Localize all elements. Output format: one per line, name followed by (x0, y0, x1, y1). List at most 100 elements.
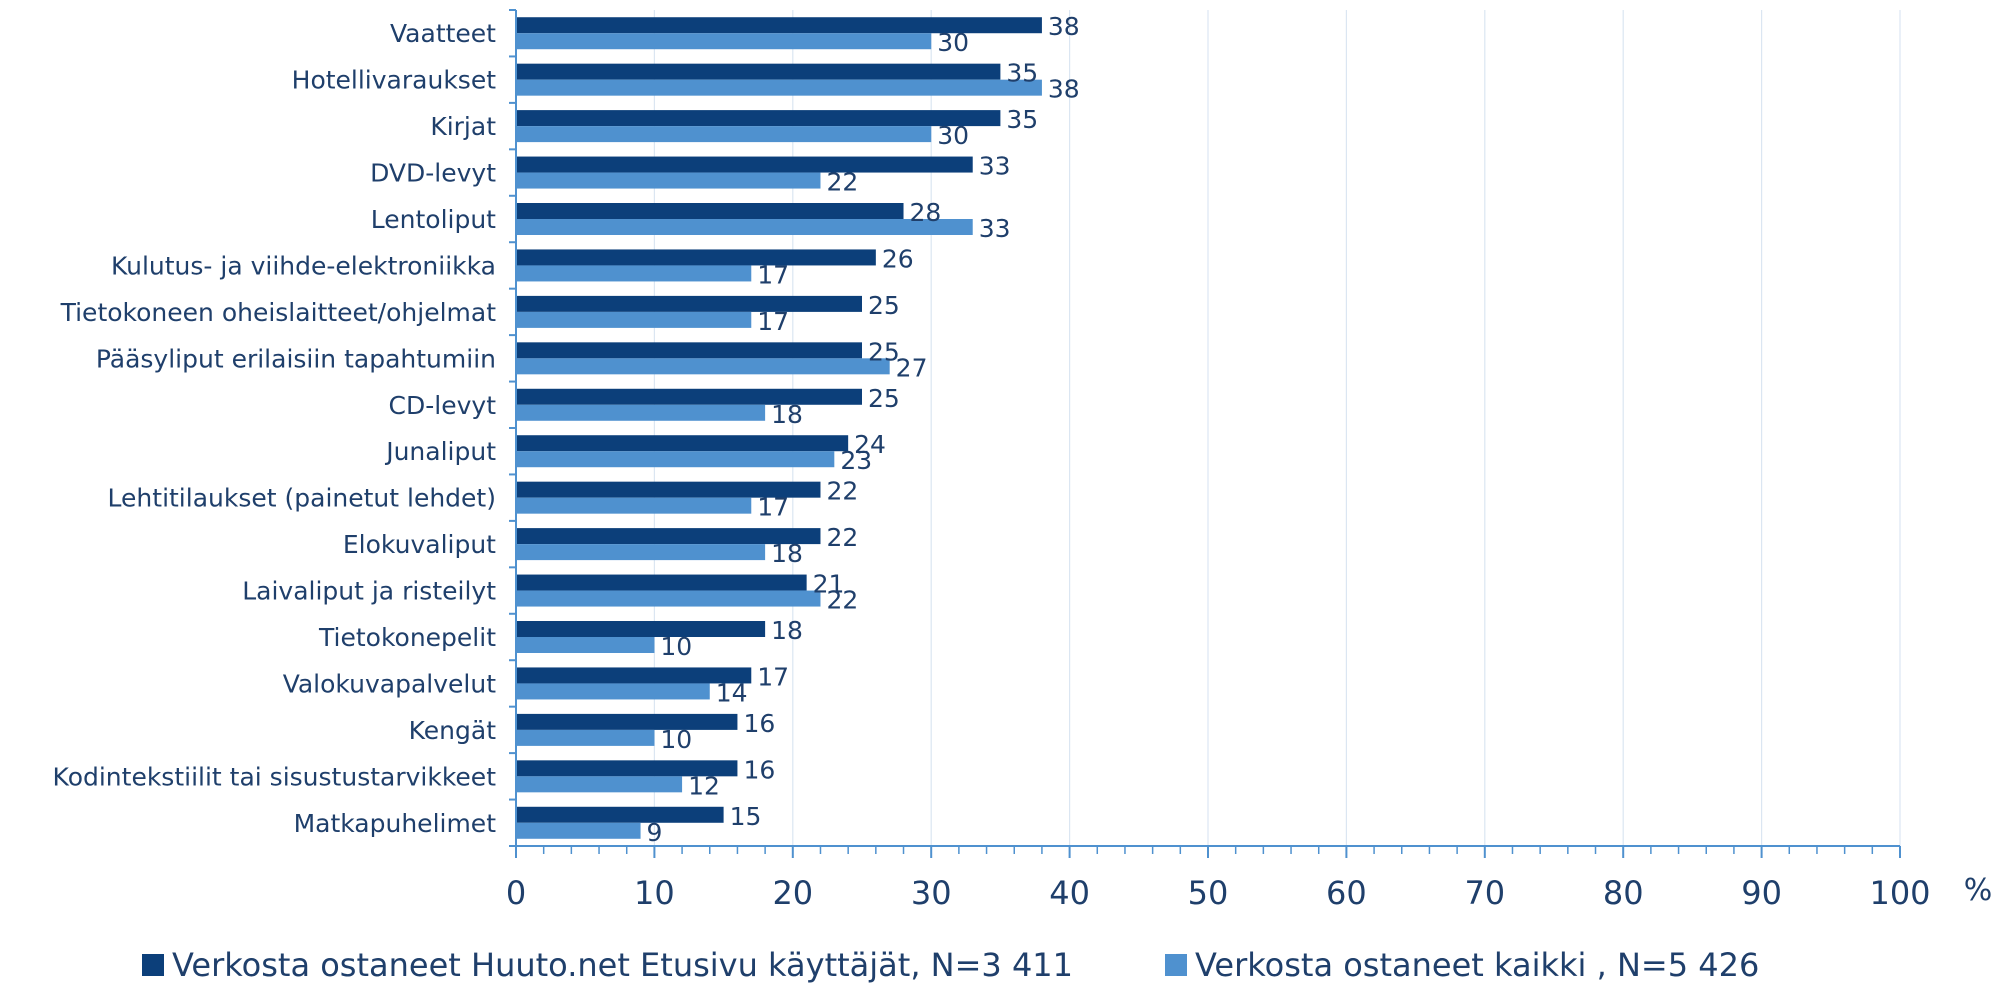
data-label-kaikki: 22 (826, 168, 858, 197)
bar-kaikki (516, 822, 641, 839)
data-label-kaikki: 17 (757, 260, 789, 289)
legend-label-kaikki: Verkosta ostaneet kaikki , N=5 426 (1195, 946, 1759, 984)
gridlines (653, 10, 1901, 846)
category-label: CD-levyt (389, 391, 497, 420)
bar-huuto (516, 435, 849, 452)
x-axis-unit-label: % (1964, 873, 1993, 908)
data-label-kaikki: 18 (771, 539, 803, 568)
category-label: Pääsyliput erilaisiin tapahtumiin (96, 344, 496, 373)
category-label: Junaliput (384, 437, 496, 466)
data-label-kaikki: 30 (937, 121, 969, 150)
data-label-kaikki: 33 (979, 214, 1011, 243)
data-label-huuto: 16 (743, 709, 775, 738)
x-tick-label-10: 10 (634, 874, 675, 912)
data-label-kaikki: 27 (896, 353, 928, 382)
data-label-huuto: 35 (1006, 59, 1038, 88)
x-tick-label-40: 40 (1049, 874, 1090, 912)
data-label-huuto: 26 (882, 244, 914, 273)
x-tick-label-60: 60 (1326, 874, 1367, 912)
bar-huuto (516, 574, 807, 591)
bar-huuto (516, 713, 738, 730)
x-tick-label-100: 100 (1869, 874, 1930, 912)
data-label-kaikki: 10 (660, 725, 692, 754)
bar-kaikki (516, 683, 710, 700)
data-label-huuto: 16 (743, 755, 775, 784)
data-label-huuto: 25 (868, 337, 900, 366)
bar-kaikki (516, 497, 752, 514)
data-label-kaikki: 18 (771, 400, 803, 429)
category-label: Lentoliput (371, 205, 496, 234)
bar-kaikki (516, 265, 752, 282)
bar-kaikki (516, 219, 973, 235)
data-label-huuto: 24 (854, 430, 886, 459)
legend-swatch-huuto (142, 954, 164, 976)
data-label-kaikki: 23 (840, 446, 872, 475)
data-label-huuto: 35 (1006, 105, 1038, 134)
data-label-kaikki: 12 (688, 771, 720, 800)
x-tick-labels: 0 10 20 30 40 50 60 70 80 90 100 (506, 874, 1931, 912)
data-label-huuto: 38 (1048, 12, 1080, 41)
category-label: Lehtitilaukset (painetut lehdet) (108, 484, 496, 513)
bar-kaikki (516, 637, 655, 653)
data-label-kaikki: 17 (757, 307, 789, 336)
category-label: Elokuvaliput (343, 530, 496, 559)
data-label-huuto: 22 (826, 477, 858, 506)
category-label: DVD-levyt (370, 159, 496, 188)
data-label-huuto: 18 (771, 616, 803, 645)
bars (516, 17, 1042, 839)
bar-huuto (516, 388, 862, 405)
bar-huuto (516, 203, 904, 219)
data-label-kaikki: 30 (937, 28, 969, 57)
bar-huuto (516, 481, 821, 498)
data-label-huuto: 17 (757, 662, 789, 691)
x-tick-label-0: 0 (506, 874, 526, 912)
data-label-huuto: 25 (868, 291, 900, 320)
bar-huuto (516, 528, 821, 545)
category-label: Hotellivaraukset (292, 66, 497, 95)
category-label: Kirjat (430, 112, 496, 141)
bar-huuto (516, 760, 738, 777)
bar-kaikki (516, 126, 932, 143)
x-tick-label-80: 80 (1603, 874, 1644, 912)
axes (509, 9, 1901, 858)
bar-huuto (516, 156, 973, 173)
bar-kaikki (516, 544, 766, 561)
legend: Verkosta ostaneet Huuto.net Etusivu käyt… (142, 946, 1759, 984)
data-labels: 3830353835303322283326172517252725182423… (647, 12, 1080, 847)
category-label: Matkapuhelimet (294, 809, 497, 838)
bar-huuto (516, 110, 1001, 127)
bar-kaikki (516, 358, 890, 375)
x-tick-label-50: 50 (1188, 874, 1229, 912)
category-label: Kodintekstiilit tai sisustustarvikkeet (53, 762, 497, 791)
bar-kaikki (516, 172, 821, 189)
category-label: Vaatteet (390, 19, 496, 48)
legend-swatch-kaikki (1165, 954, 1187, 976)
bar-kaikki (516, 311, 752, 328)
data-label-huuto: 25 (868, 384, 900, 413)
data-label-kaikki: 9 (647, 818, 663, 847)
data-label-kaikki: 17 (757, 493, 789, 522)
bar-kaikki (516, 79, 1042, 96)
bar-kaikki (516, 404, 766, 421)
bar-huuto (516, 806, 724, 823)
data-label-kaikki: 10 (660, 632, 692, 661)
data-label-huuto: 15 (730, 802, 762, 831)
bar-huuto (516, 667, 752, 684)
data-label-huuto: 22 (826, 523, 858, 552)
bar-huuto (516, 295, 862, 312)
bar-huuto (516, 63, 1001, 80)
category-label: Laivaliput ja risteilyt (242, 577, 496, 606)
bar-kaikki (516, 729, 655, 746)
legend-label-huuto: Verkosta ostaneet Huuto.net Etusivu käyt… (172, 946, 1073, 984)
bar-huuto (516, 621, 766, 637)
bar-huuto (516, 342, 862, 359)
bar-kaikki (516, 590, 821, 607)
x-tick-label-90: 90 (1741, 874, 1782, 912)
bar-huuto (516, 17, 1042, 34)
x-tick-label-70: 70 (1464, 874, 1505, 912)
data-label-huuto: 28 (910, 198, 942, 227)
category-label: Tietokoneen oheislaitteet/ohjelmat (60, 298, 497, 327)
bar-kaikki (516, 776, 683, 793)
